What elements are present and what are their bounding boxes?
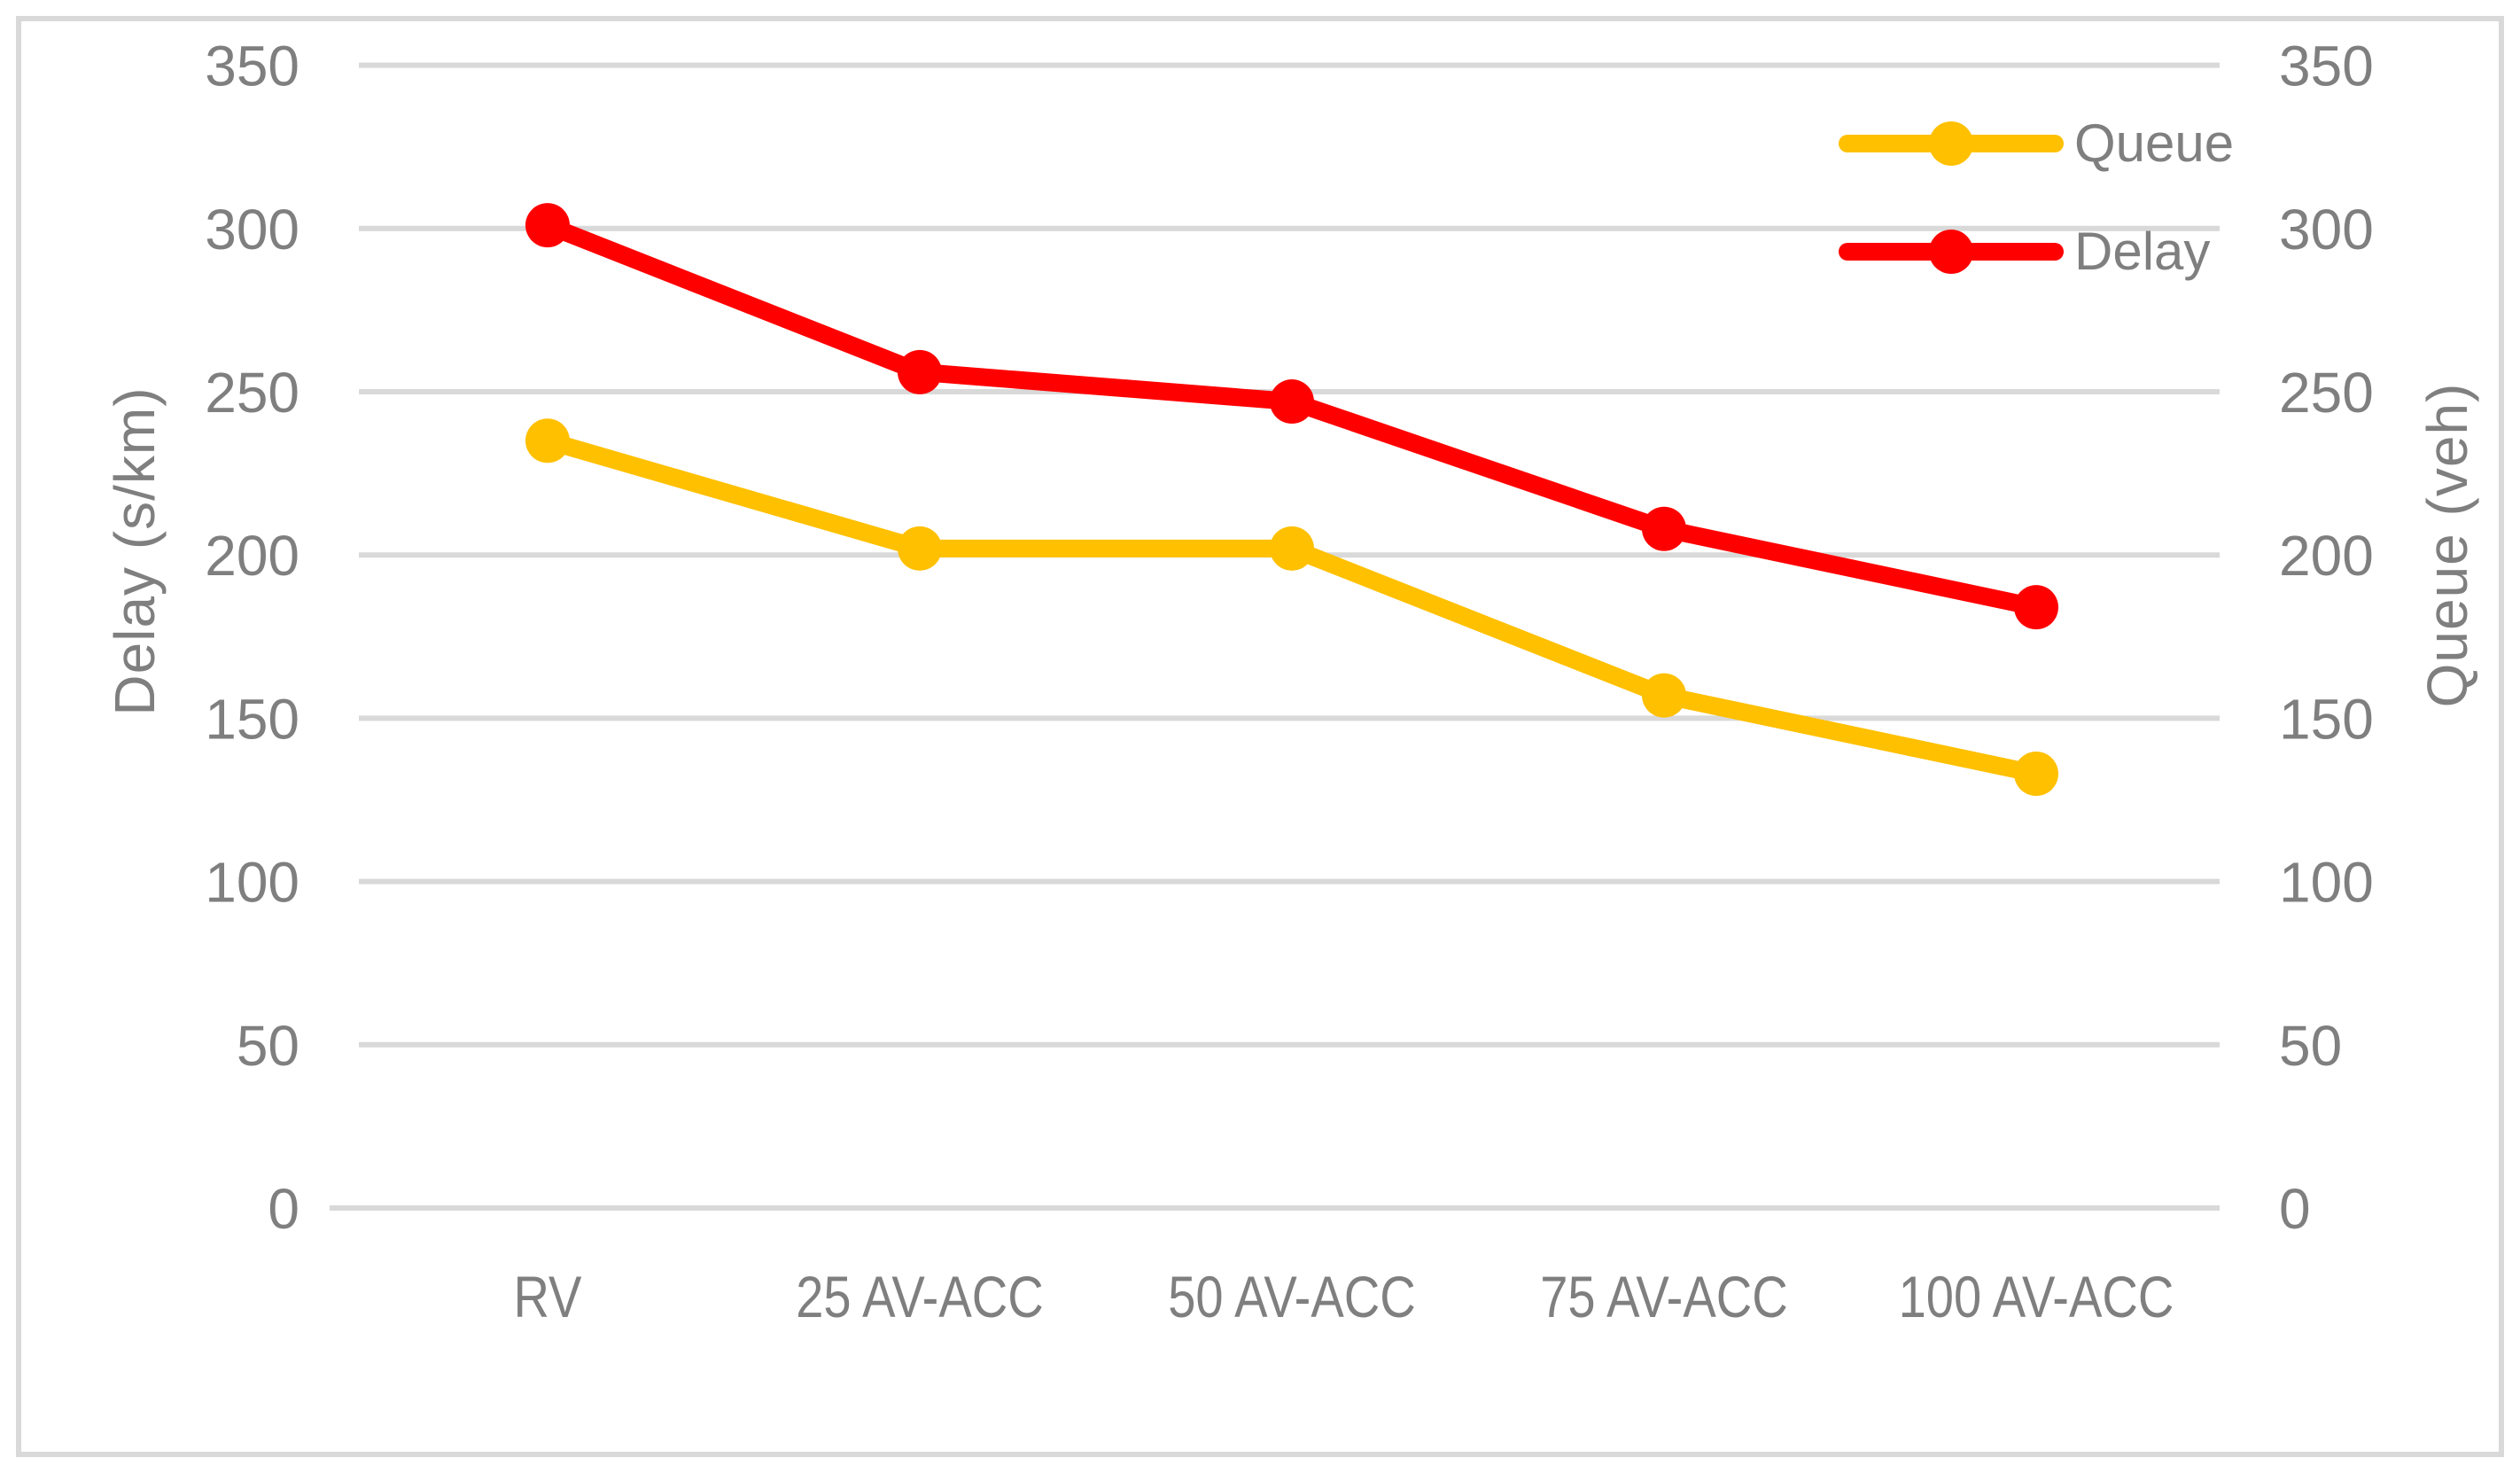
right-axis-tick-label: 0 <box>2279 1177 2311 1241</box>
left-axis-tick-label: 300 <box>205 198 299 261</box>
right-axis-tick-label: 50 <box>2279 1014 2342 1078</box>
legend-queue-label: Queue <box>2074 113 2235 173</box>
data-point-marker-queue <box>2014 752 2058 797</box>
data-point-marker-queue <box>1270 526 1314 571</box>
left-axis-tick-label: 350 <box>205 35 299 98</box>
data-point-marker-delay <box>1270 379 1314 425</box>
legend-delay-label: Delay <box>2074 222 2211 281</box>
data-point-marker-delay <box>2014 585 2058 630</box>
data-point-marker-queue <box>1642 673 1686 718</box>
x-category-label: 50 AV-ACC <box>1168 1265 1416 1329</box>
left-axis-tick-label: 200 <box>205 524 299 588</box>
right-axis-tick-label: 300 <box>2279 198 2374 261</box>
x-category-label: 100 AV-ACC <box>1899 1265 2174 1329</box>
right-axis-tick-label: 100 <box>2279 851 2374 915</box>
right-axis-tick-label: 200 <box>2279 524 2374 588</box>
data-point-marker-delay <box>898 349 942 394</box>
right-axis-title: Queue (veh) <box>2415 382 2479 708</box>
data-point-marker-queue <box>525 418 570 464</box>
left-axis-tick-label: 50 <box>237 1014 299 1078</box>
left-axis-tick-label: 100 <box>205 851 299 915</box>
left-axis-tick-label: 250 <box>205 361 299 425</box>
left-axis-tick-label: 150 <box>205 687 299 751</box>
right-axis-tick-label: 350 <box>2279 35 2374 98</box>
left-axis-title: Delay (s/km) <box>103 386 167 716</box>
x-category-label: RV <box>514 1265 582 1329</box>
legend-entry-delay: Delay <box>1837 225 2234 278</box>
right-axis-tick-label: 250 <box>2279 361 2374 425</box>
left-axis-tick-label: 0 <box>268 1177 299 1241</box>
series-line-queue <box>539 432 2045 783</box>
data-point-marker-delay <box>525 203 570 248</box>
legend-entry-queue: Queue <box>1837 117 2234 170</box>
right-axis-tick-label: 150 <box>2279 687 2374 751</box>
legend-delay-swatch-icon <box>1839 230 2064 274</box>
data-point-marker-queue <box>898 526 942 571</box>
legend: Queue Delay <box>1837 117 2234 278</box>
legend-queue-swatch-icon <box>1839 121 2064 166</box>
x-category-label: 75 AV-ACC <box>1540 1265 1788 1329</box>
data-point-marker-delay <box>1642 506 1686 551</box>
x-category-label: 25 AV-ACC <box>796 1265 1044 1329</box>
